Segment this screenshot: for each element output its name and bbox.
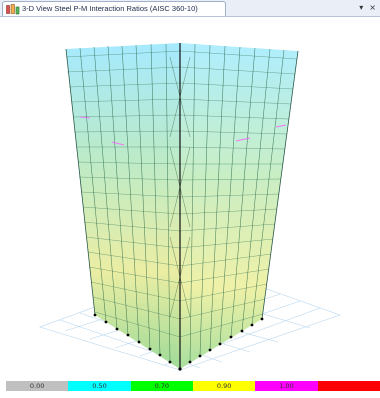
legend-segment-0: 0.00 bbox=[6, 381, 69, 391]
legend-segment-1: 0.50 bbox=[68, 381, 131, 391]
legend-label-4: 1.00 bbox=[279, 382, 294, 390]
legend-segment-5 bbox=[317, 381, 380, 391]
columns-right bbox=[189, 43, 285, 363]
tab-3d-view[interactable]: 3-D View Steel P-M Interaction Ratios (A… bbox=[2, 1, 226, 16]
floor-beams-left bbox=[65, 50, 181, 338]
building-right-face bbox=[180, 43, 298, 369]
bottom-strip bbox=[0, 391, 380, 398]
columns-left bbox=[79, 43, 171, 363]
column-bases bbox=[93, 313, 264, 371]
ratio-color-legend: 0.00 0.50 0.70 0.90 1.00 bbox=[6, 381, 380, 391]
floor-beams-right bbox=[179, 50, 298, 338]
legend-segment-3: 0.90 bbox=[192, 381, 256, 391]
frame-view-icon bbox=[6, 3, 20, 15]
legend-segment-2: 0.70 bbox=[130, 381, 193, 391]
window-titlebar: 3-D View Steel P-M Interaction Ratios (A… bbox=[0, 0, 380, 17]
legend-label-0: 0.00 bbox=[29, 382, 45, 390]
legend-label-2: 0.70 bbox=[154, 382, 170, 390]
legend-label-1: 0.50 bbox=[92, 382, 107, 390]
3d-model-viewport[interactable] bbox=[0, 17, 380, 381]
legend-segment-4: 1.00 bbox=[255, 381, 318, 391]
close-button[interactable]: × bbox=[369, 3, 376, 12]
tab-title: 3-D View Steel P-M Interaction Ratios (A… bbox=[22, 4, 198, 14]
legend-label-3: 0.90 bbox=[216, 382, 232, 390]
window-menu-button[interactable]: ▾ bbox=[359, 3, 364, 12]
high-ratio-members bbox=[79, 116, 287, 146]
building-frame-model bbox=[39, 43, 341, 371]
core-bracing bbox=[169, 56, 191, 318]
building-left-face bbox=[66, 43, 180, 369]
